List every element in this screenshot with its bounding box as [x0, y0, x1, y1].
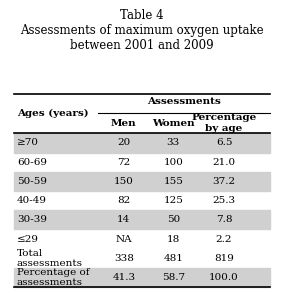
Text: ≥70: ≥70: [17, 138, 39, 147]
Text: 20: 20: [117, 138, 130, 147]
Text: Percentage
by age: Percentage by age: [191, 113, 257, 133]
Text: Assessments: Assessments: [147, 97, 221, 106]
Text: 72: 72: [117, 158, 130, 167]
Bar: [14, 133, 270, 153]
Text: 30-39: 30-39: [17, 215, 47, 224]
Text: 155: 155: [163, 177, 183, 186]
Text: 41.3: 41.3: [112, 273, 135, 282]
Text: 338: 338: [114, 254, 134, 263]
Text: 481: 481: [163, 254, 183, 263]
Text: Total
assessments: Total assessments: [17, 248, 83, 268]
Text: 819: 819: [214, 254, 234, 263]
Bar: [14, 210, 270, 229]
Text: 40-49: 40-49: [17, 196, 47, 205]
Text: Women: Women: [152, 119, 195, 127]
Text: 100: 100: [163, 158, 183, 167]
Text: 7.8: 7.8: [216, 215, 232, 224]
Text: Ages (years): Ages (years): [17, 109, 89, 118]
Text: 150: 150: [114, 177, 134, 186]
Text: 37.2: 37.2: [212, 177, 236, 186]
Text: 100.0: 100.0: [209, 273, 239, 282]
Text: 58.7: 58.7: [162, 273, 185, 282]
Text: 50: 50: [167, 215, 180, 224]
Text: Percentage of
assessments: Percentage of assessments: [17, 268, 89, 287]
Text: Table 4
Assessments of maximum oxygen uptake
between 2001 and 2009: Table 4 Assessments of maximum oxygen up…: [20, 9, 264, 52]
Bar: [14, 268, 270, 287]
Text: 6.5: 6.5: [216, 138, 232, 147]
Text: 82: 82: [117, 196, 130, 205]
Bar: [14, 172, 270, 191]
Text: 50-59: 50-59: [17, 177, 47, 186]
Text: 25.3: 25.3: [212, 196, 236, 205]
Text: ≤29: ≤29: [17, 235, 39, 243]
Text: 2.2: 2.2: [216, 235, 232, 243]
Text: 33: 33: [167, 138, 180, 147]
Text: 125: 125: [163, 196, 183, 205]
Text: NA: NA: [116, 235, 132, 243]
Text: 18: 18: [167, 235, 180, 243]
Text: 60-69: 60-69: [17, 158, 47, 167]
Text: 21.0: 21.0: [212, 158, 236, 167]
Text: Men: Men: [111, 119, 137, 127]
Text: 14: 14: [117, 215, 130, 224]
